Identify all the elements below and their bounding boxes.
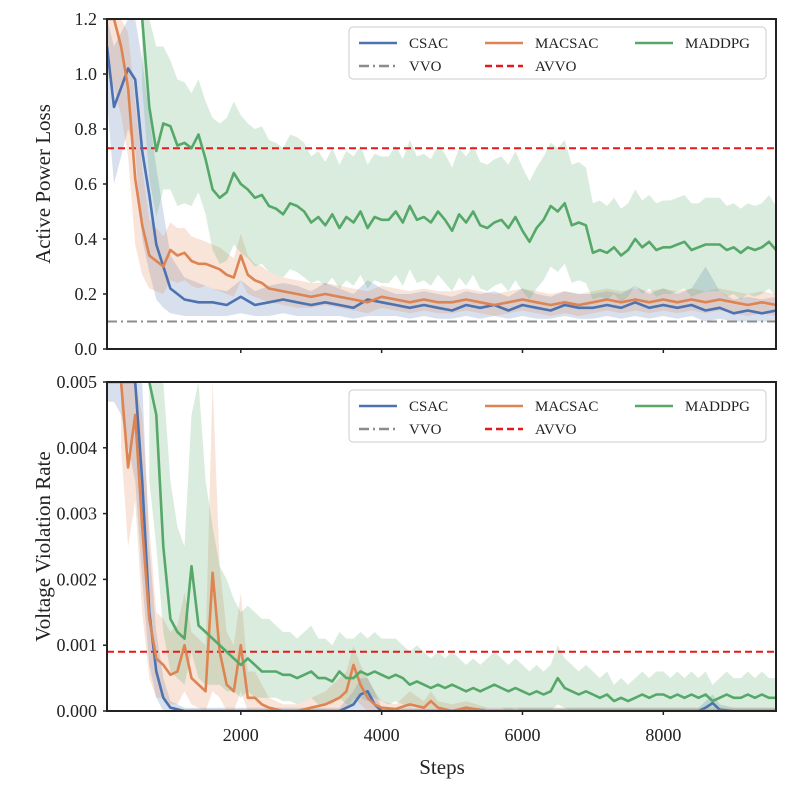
legend-entry-csac: CSAC: [359, 36, 448, 52]
csac-line: [107, 46, 776, 315]
y-tick-label: 0.000: [57, 701, 98, 721]
legend-label: CSAC: [409, 399, 448, 415]
y-axis-label: Active Power Loss: [31, 104, 55, 264]
maddpg-line: [140, 19, 776, 257]
y-tick-label: 0.002: [57, 569, 98, 589]
legend-entry-macsac: MACSAC: [485, 36, 598, 52]
axes-frame: [106, 381, 777, 712]
y-tick-label: 0.6: [75, 174, 98, 194]
legend-entry-maddpg: MADDPG: [635, 399, 750, 415]
legend-label: CSAC: [409, 36, 448, 52]
legend-entry-vvo: VVO: [359, 59, 442, 75]
legend-label: AVVO: [535, 422, 577, 438]
legend-entry-macsac: MACSAC: [485, 399, 598, 415]
legend-entry-vvo: VVO: [359, 422, 442, 438]
y-tick-label: 0.005: [57, 372, 98, 392]
y-tick-label: 1.0: [75, 64, 98, 84]
legend-label: MACSAC: [535, 399, 598, 415]
y-tick-label: 0.4: [75, 229, 98, 249]
legend-label: MACSAC: [535, 36, 598, 52]
legend-label: MADDPG: [685, 399, 750, 415]
plot-area: [107, 382, 776, 711]
maddpg-band: [142, 19, 776, 303]
macsac-band: [121, 382, 776, 711]
y-tick-label: 0.2: [75, 284, 98, 304]
x-tick-label: 4000: [364, 725, 400, 745]
legend-box: [348, 26, 767, 80]
y-tick-label: 0.003: [57, 504, 98, 524]
y-tick-label: 1.2: [75, 9, 98, 29]
y-axis-label: Voltage Violation Rate: [31, 451, 55, 641]
legend-label: VVO: [409, 59, 442, 75]
voltage-violation-panel: 0.000 0.001 0.002 0.003 0.004 0.005 2000 4000 60…: [31, 372, 777, 745]
macsac-line: [107, 19, 776, 307]
x-tick-label: 8000: [645, 725, 681, 745]
legend-entry-avvo: AVVO: [485, 422, 577, 438]
legend-entry-csac: CSAC: [359, 399, 448, 415]
legend-entry-avvo: AVVO: [485, 59, 577, 75]
y-tick-label: 0.8: [75, 119, 98, 139]
legend-label: VVO: [409, 422, 442, 438]
legend-box: [348, 389, 767, 443]
x-tick-label: 6000: [504, 725, 540, 745]
x-axis-label: Steps: [419, 755, 465, 779]
maddpg-line: [148, 382, 776, 703]
legend: CSAC MACSAC MADDPG VVO AVVO: [348, 389, 767, 443]
x-tick-label: 2000: [223, 725, 259, 745]
plot-area: [107, 19, 776, 323]
macsac-line: [119, 382, 776, 711]
legend-entry-maddpg: MADDPG: [635, 36, 750, 52]
y-tick-label: 0.001: [57, 635, 98, 655]
legend-label: AVVO: [535, 59, 577, 75]
y-tick-label: 0.0: [75, 339, 98, 359]
maddpg-band: [149, 382, 776, 711]
active-power-loss-panel: 0.0 0.2 0.4 0.6 0.8 1.0 1.2 Active Power Loss CS…: [31, 9, 777, 359]
legend-label: MADDPG: [685, 36, 750, 52]
legend: CSAC MACSAC MADDPG VVO AVVO: [348, 26, 767, 80]
y-tick-label: 0.004: [57, 438, 98, 458]
